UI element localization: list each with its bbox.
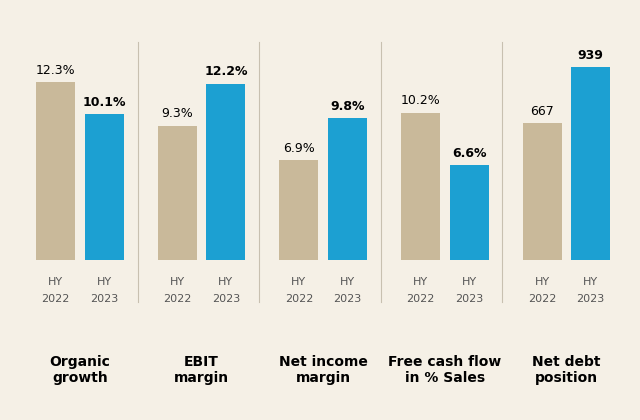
Text: 2022: 2022: [42, 294, 70, 304]
Text: Free cash flow
in % Sales: Free cash flow in % Sales: [388, 355, 501, 385]
Text: HY: HY: [583, 277, 598, 287]
Text: HY: HY: [97, 277, 112, 287]
Text: HY: HY: [218, 277, 234, 287]
Text: 2022: 2022: [528, 294, 556, 304]
Text: 2023: 2023: [333, 294, 362, 304]
Text: 2022: 2022: [163, 294, 191, 304]
Text: 2023: 2023: [577, 294, 605, 304]
Text: 6.6%: 6.6%: [452, 147, 486, 160]
Text: 10.2%: 10.2%: [401, 94, 440, 108]
Text: EBIT
margin: EBIT margin: [174, 355, 229, 385]
Text: Organic
growth: Organic growth: [49, 355, 111, 385]
Text: 2023: 2023: [455, 294, 483, 304]
Text: HY: HY: [461, 277, 477, 287]
Text: HY: HY: [534, 277, 550, 287]
Text: HY: HY: [170, 277, 185, 287]
Text: HY: HY: [413, 277, 428, 287]
Text: 6.9%: 6.9%: [283, 142, 315, 155]
Text: 9.8%: 9.8%: [330, 100, 365, 113]
Text: 12.3%: 12.3%: [36, 64, 76, 77]
Text: 9.3%: 9.3%: [161, 108, 193, 121]
Text: HY: HY: [48, 277, 63, 287]
Text: 2023: 2023: [212, 294, 240, 304]
Text: Net debt
position: Net debt position: [532, 355, 601, 385]
Text: 10.1%: 10.1%: [83, 96, 126, 109]
Text: 2022: 2022: [285, 294, 313, 304]
Text: 12.2%: 12.2%: [204, 66, 248, 79]
Text: Net income
margin: Net income margin: [279, 355, 367, 385]
Text: HY: HY: [291, 277, 307, 287]
Text: 939: 939: [578, 49, 604, 62]
Text: HY: HY: [340, 277, 355, 287]
Text: 2023: 2023: [90, 294, 118, 304]
Text: 2022: 2022: [406, 294, 435, 304]
Text: 667: 667: [530, 105, 554, 118]
